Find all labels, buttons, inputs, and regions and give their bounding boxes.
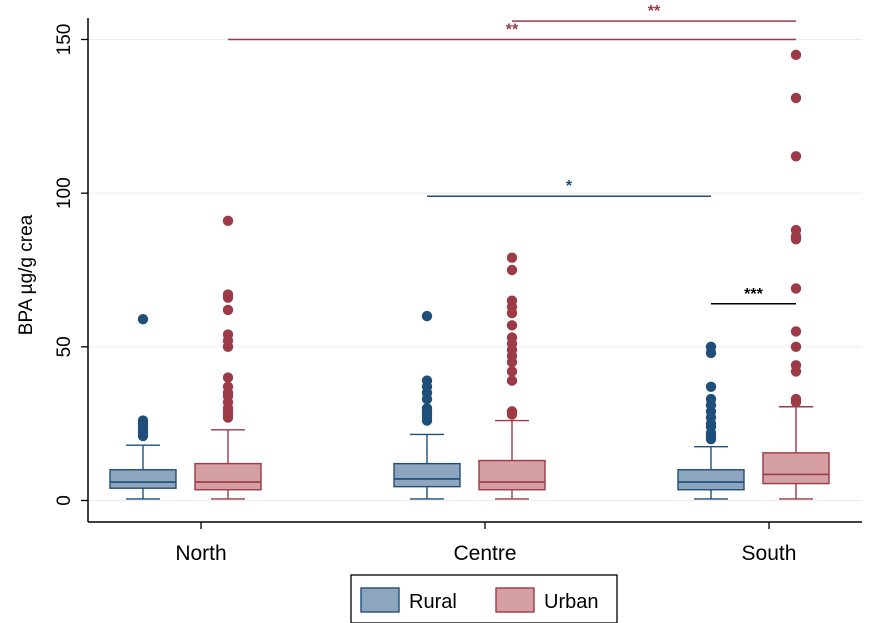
- outlier-point: [137, 415, 149, 426]
- box-iqr: [478, 459, 546, 491]
- box-iqr: [762, 452, 830, 485]
- outlier-point: [506, 332, 518, 343]
- x-category-label: Centre: [453, 542, 516, 565]
- outlier-point: [790, 49, 802, 61]
- box-north-urban: [194, 215, 262, 500]
- outlier-point: [790, 360, 802, 371]
- box-iqr: [677, 469, 745, 491]
- outlier-point: [421, 310, 433, 322]
- outlier-point: [137, 313, 149, 325]
- y-tick-label: 50: [54, 336, 75, 357]
- significance-label: **: [648, 3, 661, 20]
- gridlines: [88, 39, 862, 501]
- legend: Rural Urban: [350, 574, 618, 623]
- axes: [87, 18, 862, 523]
- outlier-point: [421, 403, 433, 414]
- x-category-label: South: [742, 542, 797, 565]
- box-iqr: [194, 462, 262, 491]
- box-iqr: [393, 462, 461, 488]
- outlier-point: [421, 375, 433, 386]
- outlier-point: [790, 326, 802, 337]
- box-series: [109, 49, 830, 500]
- significance-label: **: [506, 22, 519, 39]
- outlier-point: [222, 381, 234, 392]
- significance-label: *: [566, 178, 573, 195]
- outlier-point: [790, 92, 802, 104]
- y-axis-label: BPA µg/g crea: [16, 214, 37, 335]
- outlier-point: [790, 151, 802, 162]
- outlier-point: [222, 289, 234, 300]
- outlier-point: [705, 381, 717, 392]
- outlier-point: [222, 304, 234, 316]
- outlier-point: [790, 224, 802, 236]
- box-north-rural: [109, 313, 177, 500]
- y-axis-ticks: 0 50 100 150: [54, 24, 88, 506]
- legend-swatch-rural: [360, 587, 400, 613]
- outlier-point: [506, 406, 518, 417]
- legend-label-rural: Rural: [409, 591, 457, 613]
- outlier-point: [222, 215, 234, 227]
- outlier-point: [705, 393, 717, 405]
- box-iqr: [109, 469, 177, 489]
- outlier-point: [506, 264, 518, 276]
- outlier-point: [222, 329, 234, 340]
- outlier-point: [506, 366, 518, 377]
- outlier-point: [506, 320, 518, 331]
- box-centre-rural: [393, 310, 461, 500]
- outlier-point: [506, 252, 518, 263]
- outlier-point: [506, 295, 518, 306]
- outlier-point: [790, 341, 802, 353]
- legend-label-urban: Urban: [544, 591, 598, 613]
- y-tick-label: 100: [54, 177, 75, 209]
- box-centre-urban: [478, 252, 546, 500]
- y-tick-label: 0: [54, 495, 75, 506]
- box-south-rural: [677, 341, 745, 500]
- x-category-label: North: [175, 542, 226, 565]
- outlier-point: [790, 393, 802, 405]
- outlier-point: [222, 372, 234, 383]
- box-south-urban: [762, 49, 830, 500]
- significance-label: ***: [744, 286, 763, 303]
- x-axis-categories: North Centre South: [175, 522, 796, 565]
- legend-swatch-urban: [495, 587, 535, 613]
- significance-brackets: ********: [228, 3, 796, 305]
- y-tick-label: 150: [54, 24, 75, 56]
- outlier-point: [790, 283, 802, 294]
- outlier-point: [705, 341, 717, 353]
- outlier-point: [506, 375, 518, 386]
